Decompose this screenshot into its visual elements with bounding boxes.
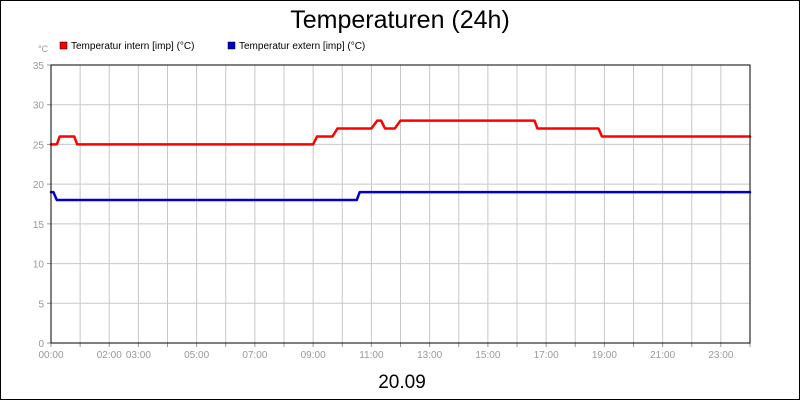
y-tick-label: 20 xyxy=(33,180,45,191)
x-tick-label: 00:00 xyxy=(38,350,63,361)
y-tick-label: 15 xyxy=(33,220,45,231)
x-tick-label: 05:00 xyxy=(184,350,209,361)
x-axis-date-caption: 20.09 xyxy=(378,372,426,393)
x-tick-label: 07:00 xyxy=(242,350,267,361)
series-line-extern xyxy=(49,190,752,202)
series-lines xyxy=(49,119,752,202)
x-tick-label: 15:00 xyxy=(475,350,500,361)
series-line-intern xyxy=(49,119,752,146)
chart-title: Temperaturen (24h) xyxy=(290,6,510,34)
x-tick-labels: 00:00 02:00 03:00 05:00 07:00 09:00 11:00 13:00… xyxy=(38,350,733,361)
y-tick-label: 30 xyxy=(33,101,45,112)
x-tick-label: 17:00 xyxy=(534,350,559,361)
x-tick-label: 23:00 xyxy=(708,350,733,361)
legend-label-extern: Temperatur extern [imp] (°C) xyxy=(239,41,365,52)
legend-swatch-intern xyxy=(59,41,68,50)
x-tick-label: 21:00 xyxy=(650,350,675,361)
x-tick-label: 11:00 xyxy=(359,350,384,361)
legend: Temperatur intern [imp] (°C) Temperatur … xyxy=(59,41,365,52)
x-tick-label: 19:00 xyxy=(592,350,617,361)
y-tick-labels: 0 5 10 15 20 25 30 35 xyxy=(33,61,45,350)
x-tick-label: 09:00 xyxy=(301,350,326,361)
legend-swatch-extern xyxy=(227,41,236,50)
y-tick-label: 10 xyxy=(33,260,45,271)
y-axis-unit: °C xyxy=(38,44,49,54)
y-tick-label: 5 xyxy=(38,299,44,310)
y-tick-label: 0 xyxy=(38,339,44,350)
x-tick-label: 03:00 xyxy=(126,350,151,361)
legend-label-intern: Temperatur intern [imp] (°C) xyxy=(71,41,194,52)
x-tick-label: 13:00 xyxy=(417,350,442,361)
x-tick-label: 02:00 xyxy=(97,350,122,361)
plot-border xyxy=(50,64,751,344)
y-tick-label: 25 xyxy=(33,140,45,151)
grid xyxy=(47,64,751,347)
y-tick-label: 35 xyxy=(33,61,45,72)
